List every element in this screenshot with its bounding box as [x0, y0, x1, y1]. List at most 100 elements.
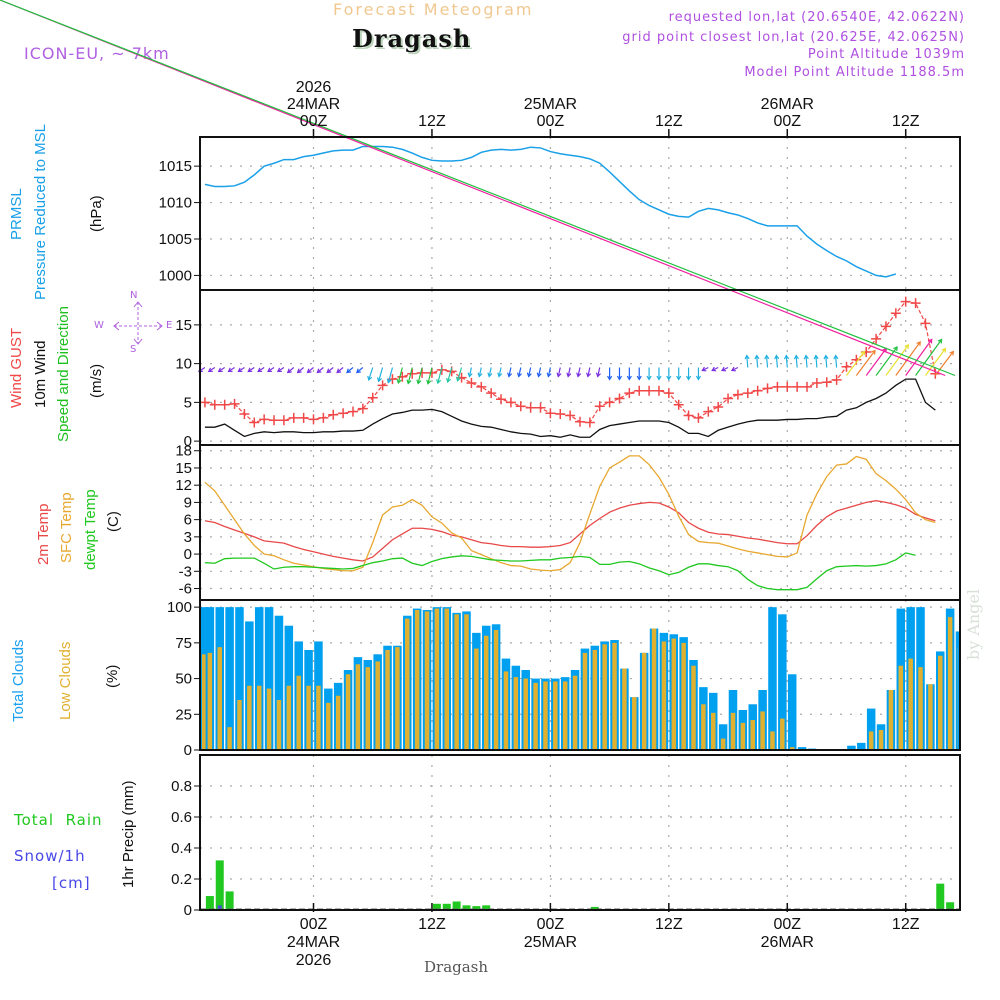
gust-marker — [732, 389, 743, 400]
wind-arrow-head — [326, 368, 332, 374]
dewpt-line — [204, 552, 916, 591]
wind-arrow — [0, 0, 956, 377]
rain-bar — [590, 906, 599, 910]
rain-bar — [205, 896, 214, 910]
low-clouds-bar — [316, 685, 321, 750]
gust-marker — [318, 412, 329, 423]
rain-bar — [215, 860, 224, 910]
point-altitude: Point Altitude 1039m — [807, 47, 965, 62]
gust-marker — [229, 398, 240, 409]
wind-arrow — [567, 367, 571, 377]
bottom-time-label: 00Z — [537, 916, 565, 933]
wind-arrow — [447, 367, 453, 383]
low-clouds-bar — [612, 642, 617, 750]
y-tick-label: -3 — [179, 563, 192, 580]
low-clouds-bar — [256, 685, 262, 750]
y-tick-label: 1010 — [159, 195, 192, 212]
y-tick-label: 1005 — [159, 231, 192, 248]
wind-arrow — [756, 355, 759, 368]
wind-arrow-head — [666, 375, 672, 381]
total-clouds-bar — [274, 615, 284, 750]
wind-arrow — [537, 367, 542, 377]
low-clouds-bar — [691, 665, 696, 750]
total-clouds-bar — [797, 747, 807, 750]
wind-arrow — [316, 367, 324, 373]
wind-arrow — [478, 367, 482, 377]
gust-marker — [811, 378, 822, 388]
wind-arrow — [417, 367, 423, 384]
model-label: ICON-EU, ~ 7km — [24, 44, 170, 63]
low-clouds-bar — [641, 652, 647, 750]
wind-arrow-head — [916, 340, 921, 346]
rain-bar — [936, 883, 945, 910]
low-clouds-bar — [701, 704, 706, 750]
wind-arrow-head — [636, 375, 642, 381]
low-clouds-bar — [780, 718, 785, 750]
low-clouds-bar — [760, 711, 765, 750]
wind-arrow-head — [316, 368, 322, 374]
gust-marker — [239, 409, 250, 419]
gust-marker — [535, 402, 546, 413]
gust-marker — [594, 401, 605, 412]
total-clouds-bar — [254, 607, 264, 750]
wind-arrow-head — [467, 372, 473, 378]
gust-marker — [880, 321, 891, 332]
wind-arrow-head — [695, 375, 702, 381]
wind-arrow-head — [207, 367, 213, 373]
wind-arrow — [468, 367, 473, 377]
wind-arrow-head — [546, 372, 552, 378]
low-clouds-bar — [938, 655, 943, 750]
y-tick-label: 75 — [175, 635, 192, 652]
wind-arrow-head — [556, 372, 562, 378]
wind-arrow — [765, 355, 769, 368]
gust-marker — [259, 414, 270, 425]
wind-arrow — [218, 367, 226, 372]
wind-arrow — [805, 355, 808, 368]
wind-arrow-head — [507, 372, 513, 378]
wind-arrow — [456, 367, 463, 381]
y-tick-label: 0 — [184, 742, 192, 759]
wind-arrow-head — [949, 350, 955, 356]
wind-arrow — [287, 367, 295, 373]
low-clouds-bar — [720, 738, 726, 750]
wind-arrow-head — [566, 372, 572, 378]
gust-marker — [288, 412, 299, 423]
y-tick-label: 18 — [175, 443, 192, 460]
low-clouds-bar — [543, 681, 548, 750]
gust-marker — [920, 318, 931, 329]
wind-arrow-head — [416, 379, 422, 385]
low-clouds-bar — [523, 678, 528, 750]
low-clouds-bar — [533, 682, 538, 750]
wind-arrow — [815, 355, 818, 368]
gust-marker — [841, 361, 852, 372]
y-tick-label: 12 — [175, 477, 192, 494]
gust-marker — [575, 416, 585, 427]
location-title: Dragash — [352, 24, 472, 53]
wind-arrow-head — [217, 367, 223, 373]
wind-arrow-head — [701, 366, 707, 372]
t2m-line — [204, 500, 936, 562]
low-clouds-bar — [483, 635, 489, 750]
snow-unit: [cm] — [52, 874, 91, 892]
gust-marker — [367, 392, 378, 403]
wind-arrow-head — [455, 376, 461, 382]
gust-marker — [269, 415, 280, 426]
gust-marker — [604, 397, 615, 408]
top-time-label: 12Z — [892, 113, 920, 130]
low-clouds-bar — [464, 614, 469, 750]
wind-arrow — [924, 348, 946, 376]
top-time-label: 00Z — [773, 113, 801, 130]
low-clouds-bar — [326, 702, 331, 750]
low-clouds-bar — [276, 700, 282, 750]
gust-marker — [703, 406, 714, 417]
low-clouds-bar — [296, 675, 301, 750]
gust-marker — [219, 399, 230, 410]
gust-marker — [565, 410, 576, 421]
y-tick-label: 6 — [184, 512, 192, 529]
wind-arrow-head — [396, 378, 402, 385]
y-tick-label: 5 — [184, 394, 192, 411]
gust-marker — [821, 377, 832, 388]
gust-marker — [742, 388, 753, 399]
low-clouds-bar — [454, 614, 459, 750]
wind-arrow-head — [276, 367, 282, 373]
